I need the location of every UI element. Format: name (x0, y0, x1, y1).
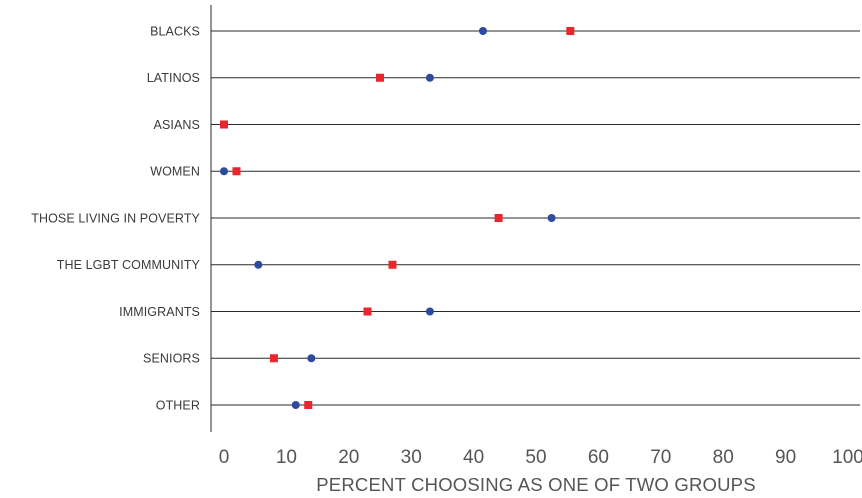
square-marker (376, 73, 384, 82)
x-tick-label: 60 (588, 447, 609, 468)
x-tick-label: 0 (219, 447, 230, 468)
circle-marker (547, 214, 556, 222)
category-label: BLACKS (150, 24, 200, 38)
circle-marker (291, 401, 300, 409)
square-marker (388, 260, 397, 269)
x-tick-label: 90 (775, 447, 796, 468)
category-label: IMMIGRANTS (119, 305, 200, 319)
circle-marker (425, 307, 434, 316)
category-rows: BLACKS LATINOS ASIANS WOMEN THOSE LIVING IN … (31, 24, 860, 412)
circle-marker (254, 260, 263, 269)
category-label: THE LGBT COMMUNITY (57, 258, 201, 272)
x-tick-label: 30 (401, 447, 422, 468)
category-label: ASIANS (154, 118, 200, 132)
square-marker (494, 214, 503, 222)
x-tick-label: 80 (713, 447, 734, 468)
square-marker (363, 307, 372, 316)
category-label: OTHER (156, 398, 200, 412)
square-marker (269, 354, 278, 363)
category-label: THOSE LIVING IN POVERTY (31, 211, 200, 225)
circle-marker (307, 354, 316, 363)
square-marker (232, 167, 241, 176)
x-tick-label: 40 (463, 447, 484, 468)
category-label: LATINOS (147, 71, 200, 85)
x-tick-label: 20 (338, 447, 359, 468)
x-tick-label: 100 (832, 447, 862, 468)
x-tick-label: 70 (650, 447, 671, 468)
category-label: WOMEN (150, 165, 200, 179)
circle-marker (478, 27, 487, 35)
square-marker (566, 27, 575, 35)
x-tick-label: 10 (276, 447, 297, 468)
square-marker (304, 401, 313, 409)
square-marker (220, 120, 228, 129)
x-tick-labels: 0 10 20 30 40 50 60 70 80 90 100 (219, 447, 862, 468)
circle-marker (425, 73, 434, 82)
x-axis-title: PERCENT CHOOSING AS ONE OF TWO GROUPS (316, 474, 755, 495)
x-tick-label: 50 (525, 447, 546, 468)
circle-marker (220, 167, 228, 176)
data-markers (220, 27, 575, 409)
category-label: SENIORS (143, 352, 200, 366)
